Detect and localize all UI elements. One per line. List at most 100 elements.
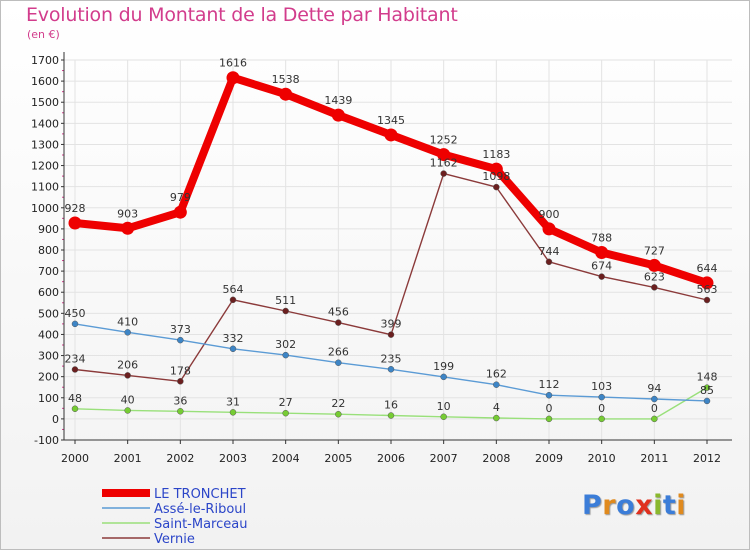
x-tick-label: 2005 <box>324 452 352 465</box>
data-point-le-tronchet <box>226 71 240 85</box>
legend-label-ass-le-riboul: Assé-le-Riboul <box>154 502 246 517</box>
data-point-vernie <box>703 296 711 304</box>
data-point-le-tronchet <box>68 216 82 230</box>
data-label-le-tronchet: 788 <box>591 232 612 245</box>
data-label-ass-le-riboul: 235 <box>381 352 402 365</box>
legend-label-saint-marceau: Saint-Marceau <box>154 517 247 532</box>
data-label-le-tronchet: 903 <box>117 207 138 220</box>
data-point-ass-le-riboul <box>124 329 131 336</box>
data-label-le-tronchet: 979 <box>170 191 191 204</box>
data-label-saint-marceau: 0 <box>651 402 658 415</box>
x-tick-label: 2011 <box>640 452 668 465</box>
grid-lines <box>64 59 732 441</box>
data-label-vernie: 564 <box>223 283 244 296</box>
data-point-saint-marceau <box>387 412 395 419</box>
y-tick-label: 100 <box>38 392 59 405</box>
data-label-vernie: 623 <box>644 270 665 283</box>
x-tick-label: 2012 <box>693 452 721 465</box>
data-point-saint-marceau <box>177 408 184 415</box>
data-label-saint-marceau: 48 <box>68 392 82 405</box>
y-tick-label: 1500 <box>31 96 59 109</box>
y-tick-label: 600 <box>38 286 59 299</box>
data-label-le-tronchet: 1183 <box>482 148 510 161</box>
data-label-vernie: 234 <box>65 352 86 365</box>
data-point-ass-le-riboul <box>703 397 711 405</box>
data-label-ass-le-riboul: 410 <box>117 315 138 328</box>
data-point-ass-le-riboul <box>71 320 79 328</box>
legend: LE TRONCHETAssé-le-RiboulSaint-MarceauVe… <box>102 487 247 547</box>
y-tick-label: 1700 <box>31 54 59 67</box>
data-point-saint-marceau <box>493 414 500 422</box>
logo-letter: i <box>653 490 663 521</box>
data-point-ass-le-riboul <box>177 336 184 344</box>
chart-subtitle: (en €) <box>27 28 60 41</box>
x-tick-label: 2002 <box>166 452 194 465</box>
y-tick-label: 400 <box>38 328 59 341</box>
data-label-ass-le-riboul: 94 <box>647 382 661 395</box>
data-label-vernie: 511 <box>275 294 296 307</box>
x-tick-label: 2007 <box>430 452 458 465</box>
series-group <box>68 71 714 423</box>
data-label-le-tronchet: 1345 <box>377 114 405 127</box>
data-point-saint-marceau <box>651 415 658 423</box>
data-labels: 234 206 178 564 511 456 399 1162 1098 744 674 623 56… <box>65 57 718 415</box>
data-point-ass-le-riboul <box>598 393 605 401</box>
data-label-ass-le-riboul: 450 <box>65 307 86 320</box>
data-label-ass-le-riboul: 112 <box>539 378 560 391</box>
data-point-ass-le-riboul <box>387 366 395 373</box>
data-label-vernie: 563 <box>697 283 718 296</box>
data-point-le-tronchet <box>647 258 661 272</box>
y-tick-label: 500 <box>38 307 59 320</box>
data-point-vernie <box>651 284 658 291</box>
y-tick-label: 1100 <box>31 181 59 194</box>
data-label-ass-le-riboul: 103 <box>591 380 612 393</box>
logo-letter: x <box>635 490 654 521</box>
data-point-ass-le-riboul <box>440 373 447 381</box>
data-label-saint-marceau: 27 <box>279 396 293 409</box>
data-label-vernie: 178 <box>170 364 191 377</box>
data-point-le-tronchet <box>489 162 503 176</box>
proxiti-logo: Proxiti <box>582 490 686 521</box>
data-point-saint-marceau <box>71 405 79 413</box>
data-label-vernie: 456 <box>328 306 349 319</box>
data-label-ass-le-riboul: 332 <box>223 332 244 345</box>
y-tick-labels: -100 0 100 200 300 400 500 600 700 800 900 1000 1100… <box>31 54 59 447</box>
data-label-le-tronchet: 1538 <box>272 73 300 86</box>
axes <box>61 52 732 444</box>
data-point-saint-marceau <box>598 415 605 423</box>
data-label-ass-le-riboul: 302 <box>275 338 296 351</box>
chart-title: Evolution du Montant de la Dette par Hab… <box>26 4 458 26</box>
data-label-le-tronchet: 928 <box>65 202 86 215</box>
data-point-vernie <box>229 296 237 304</box>
data-point-le-tronchet <box>595 246 609 260</box>
data-label-saint-marceau: 0 <box>546 402 553 415</box>
data-point-le-tronchet <box>173 205 187 219</box>
data-label-vernie: 399 <box>381 318 402 331</box>
data-point-vernie <box>440 170 447 177</box>
data-point-le-tronchet <box>542 222 556 236</box>
data-label-saint-marceau: 16 <box>384 399 398 412</box>
data-label-saint-marceau: 0 <box>598 402 605 415</box>
data-point-vernie <box>71 366 79 373</box>
x-tick-label: 2003 <box>219 452 247 465</box>
x-tick-label: 2000 <box>61 452 89 465</box>
data-label-le-tronchet: 1616 <box>219 57 247 70</box>
y-tick-label: 1600 <box>31 75 59 88</box>
data-point-saint-marceau <box>282 409 289 417</box>
x-tick-label: 2009 <box>535 452 563 465</box>
data-point-vernie <box>387 331 395 338</box>
data-point-ass-le-riboul <box>493 381 500 388</box>
data-point-le-tronchet <box>279 87 293 101</box>
y-tick-label: 200 <box>38 371 59 384</box>
data-point-ass-le-riboul <box>651 395 658 403</box>
data-point-le-tronchet <box>700 276 714 290</box>
data-label-saint-marceau: 36 <box>173 394 187 407</box>
logo-letter: P <box>582 490 603 521</box>
data-point-saint-marceau <box>440 413 447 421</box>
logo-letter: i <box>676 490 687 521</box>
y-tick-label: 700 <box>38 265 59 278</box>
data-point-ass-le-riboul <box>229 345 237 353</box>
x-tick-label: 2004 <box>272 452 300 465</box>
